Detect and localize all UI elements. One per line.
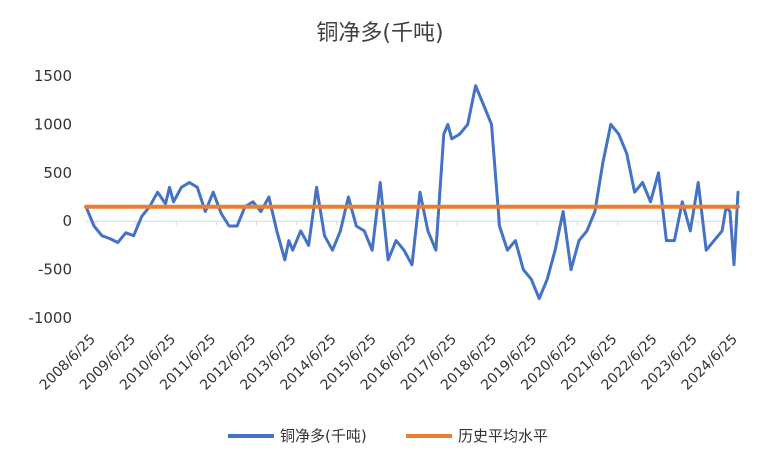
x-axis: 2008/6/252009/6/252010/6/252011/6/252012… [37,221,741,394]
series-layer [84,84,740,301]
y-tick-label: 1000 [34,115,72,133]
legend: 铜净多(千吨) 历史平均水平 [228,427,548,445]
y-axis: 1500 1000 500 0 -500 -1000 [28,67,72,327]
y-tick-label: -500 [38,261,72,279]
series-line-copper-net-long [84,84,740,301]
chart-title: 铜净多(千吨) [316,21,443,46]
legend-label: 铜净多(千吨) [280,427,367,445]
y-tick-label: 1500 [34,67,72,85]
y-tick-label: 0 [62,212,72,230]
legend-label: 历史平均水平 [458,427,548,445]
y-tick-label: -1000 [28,309,72,327]
y-tick-label: 500 [43,164,72,182]
